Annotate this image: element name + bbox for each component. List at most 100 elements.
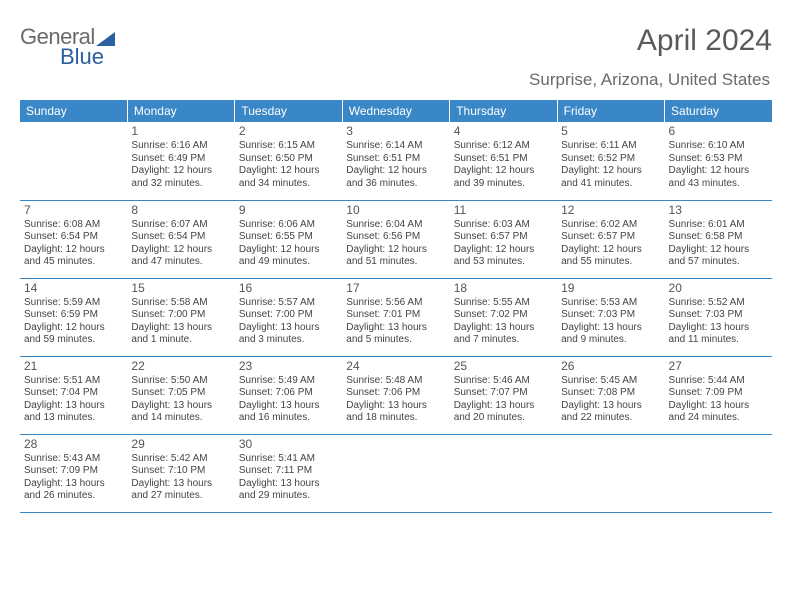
calendar-day-cell xyxy=(665,434,772,512)
daylight-line-1: Daylight: 13 hours xyxy=(561,322,660,335)
daylight-line-1: Daylight: 12 hours xyxy=(561,165,660,178)
sunrise-line: Sunrise: 5:56 AM xyxy=(346,297,445,310)
calendar-week-row: 28Sunrise: 5:43 AMSunset: 7:09 PMDayligh… xyxy=(20,434,772,512)
calendar-day-cell: 26Sunrise: 5:45 AMSunset: 7:08 PMDayligh… xyxy=(557,356,664,434)
daylight-line-2: and 24 minutes. xyxy=(669,412,768,425)
calendar-day-cell: 17Sunrise: 5:56 AMSunset: 7:01 PMDayligh… xyxy=(342,278,449,356)
sunrise-line: Sunrise: 5:58 AM xyxy=(131,297,230,310)
sunset-line: Sunset: 7:07 PM xyxy=(454,387,553,400)
sunrise-line: Sunrise: 5:42 AM xyxy=(131,453,230,466)
calendar-day-cell xyxy=(450,434,557,512)
daylight-line-1: Daylight: 12 hours xyxy=(561,244,660,257)
day-number: 21 xyxy=(24,359,123,374)
daylight-line-1: Daylight: 12 hours xyxy=(346,165,445,178)
calendar-week-row: 21Sunrise: 5:51 AMSunset: 7:04 PMDayligh… xyxy=(20,356,772,434)
calendar-day-cell: 9Sunrise: 6:06 AMSunset: 6:55 PMDaylight… xyxy=(235,200,342,278)
daylight-line-1: Daylight: 13 hours xyxy=(131,400,230,413)
sunset-line: Sunset: 6:54 PM xyxy=(131,231,230,244)
daylight-line-1: Daylight: 13 hours xyxy=(131,322,230,335)
sunrise-line: Sunrise: 5:44 AM xyxy=(669,375,768,388)
day-number: 11 xyxy=(454,203,553,218)
day-header: Thursday xyxy=(450,100,557,122)
sunrise-line: Sunrise: 6:12 AM xyxy=(454,140,553,153)
day-number: 30 xyxy=(239,437,338,452)
sunrise-line: Sunrise: 5:43 AM xyxy=(24,453,123,466)
calendar-day-cell: 13Sunrise: 6:01 AMSunset: 6:58 PMDayligh… xyxy=(665,200,772,278)
daylight-line-1: Daylight: 12 hours xyxy=(454,244,553,257)
calendar-day-cell: 22Sunrise: 5:50 AMSunset: 7:05 PMDayligh… xyxy=(127,356,234,434)
calendar-day-cell: 27Sunrise: 5:44 AMSunset: 7:09 PMDayligh… xyxy=(665,356,772,434)
daylight-line-1: Daylight: 13 hours xyxy=(239,322,338,335)
daylight-line-1: Daylight: 13 hours xyxy=(669,322,768,335)
day-number: 16 xyxy=(239,281,338,296)
day-header: Sunday xyxy=(20,100,127,122)
calendar-day-cell xyxy=(20,122,127,200)
daylight-line-2: and 13 minutes. xyxy=(24,412,123,425)
sunrise-line: Sunrise: 6:03 AM xyxy=(454,219,553,232)
daylight-line-1: Daylight: 12 hours xyxy=(239,165,338,178)
calendar-header-row: Sunday Monday Tuesday Wednesday Thursday… xyxy=(20,100,772,122)
daylight-line-1: Daylight: 13 hours xyxy=(24,400,123,413)
day-number: 26 xyxy=(561,359,660,374)
sunset-line: Sunset: 6:52 PM xyxy=(561,153,660,166)
sunrise-line: Sunrise: 5:41 AM xyxy=(239,453,338,466)
daylight-line-2: and 20 minutes. xyxy=(454,412,553,425)
sunset-line: Sunset: 6:51 PM xyxy=(454,153,553,166)
daylight-line-2: and 51 minutes. xyxy=(346,256,445,269)
sunset-line: Sunset: 6:56 PM xyxy=(346,231,445,244)
sunrise-line: Sunrise: 6:08 AM xyxy=(24,219,123,232)
sunset-line: Sunset: 7:06 PM xyxy=(346,387,445,400)
sunset-line: Sunset: 7:04 PM xyxy=(24,387,123,400)
calendar-day-cell: 7Sunrise: 6:08 AMSunset: 6:54 PMDaylight… xyxy=(20,200,127,278)
calendar-day-cell: 2Sunrise: 6:15 AMSunset: 6:50 PMDaylight… xyxy=(235,122,342,200)
calendar-day-cell: 8Sunrise: 6:07 AMSunset: 6:54 PMDaylight… xyxy=(127,200,234,278)
day-number: 14 xyxy=(24,281,123,296)
day-number: 9 xyxy=(239,203,338,218)
daylight-line-1: Daylight: 13 hours xyxy=(454,322,553,335)
daylight-line-2: and 53 minutes. xyxy=(454,256,553,269)
daylight-line-2: and 3 minutes. xyxy=(239,334,338,347)
sunrise-line: Sunrise: 6:06 AM xyxy=(239,219,338,232)
day-number: 27 xyxy=(669,359,768,374)
daylight-line-1: Daylight: 12 hours xyxy=(131,244,230,257)
daylight-line-1: Daylight: 13 hours xyxy=(239,400,338,413)
calendar-day-cell: 14Sunrise: 5:59 AMSunset: 6:59 PMDayligh… xyxy=(20,278,127,356)
day-number: 10 xyxy=(346,203,445,218)
sunrise-line: Sunrise: 6:14 AM xyxy=(346,140,445,153)
day-number: 22 xyxy=(131,359,230,374)
day-header: Wednesday xyxy=(342,100,449,122)
sunrise-line: Sunrise: 5:49 AM xyxy=(239,375,338,388)
day-number: 7 xyxy=(24,203,123,218)
calendar-day-cell: 4Sunrise: 6:12 AMSunset: 6:51 PMDaylight… xyxy=(450,122,557,200)
daylight-line-2: and 11 minutes. xyxy=(669,334,768,347)
daylight-line-2: and 26 minutes. xyxy=(24,490,123,503)
sunrise-line: Sunrise: 5:48 AM xyxy=(346,375,445,388)
day-number: 23 xyxy=(239,359,338,374)
calendar-day-cell: 10Sunrise: 6:04 AMSunset: 6:56 PMDayligh… xyxy=(342,200,449,278)
daylight-line-2: and 43 minutes. xyxy=(669,178,768,191)
sunset-line: Sunset: 7:00 PM xyxy=(239,309,338,322)
daylight-line-2: and 16 minutes. xyxy=(239,412,338,425)
sunrise-line: Sunrise: 6:02 AM xyxy=(561,219,660,232)
sunrise-line: Sunrise: 6:11 AM xyxy=(561,140,660,153)
daylight-line-2: and 39 minutes. xyxy=(454,178,553,191)
sunset-line: Sunset: 6:55 PM xyxy=(239,231,338,244)
daylight-line-1: Daylight: 13 hours xyxy=(239,478,338,491)
calendar-day-cell: 11Sunrise: 6:03 AMSunset: 6:57 PMDayligh… xyxy=(450,200,557,278)
calendar-day-cell: 19Sunrise: 5:53 AMSunset: 7:03 PMDayligh… xyxy=(557,278,664,356)
day-number: 3 xyxy=(346,124,445,139)
daylight-line-2: and 14 minutes. xyxy=(131,412,230,425)
sunset-line: Sunset: 7:03 PM xyxy=(669,309,768,322)
sunrise-line: Sunrise: 6:04 AM xyxy=(346,219,445,232)
calendar-day-cell: 20Sunrise: 5:52 AMSunset: 7:03 PMDayligh… xyxy=(665,278,772,356)
sunrise-line: Sunrise: 5:52 AM xyxy=(669,297,768,310)
sunrise-line: Sunrise: 5:51 AM xyxy=(24,375,123,388)
day-header: Monday xyxy=(127,100,234,122)
sunrise-line: Sunrise: 5:46 AM xyxy=(454,375,553,388)
daylight-line-2: and 41 minutes. xyxy=(561,178,660,191)
daylight-line-2: and 29 minutes. xyxy=(239,490,338,503)
day-header: Friday xyxy=(557,100,664,122)
daylight-line-2: and 34 minutes. xyxy=(239,178,338,191)
sunset-line: Sunset: 7:11 PM xyxy=(239,465,338,478)
calendar-day-cell xyxy=(342,434,449,512)
